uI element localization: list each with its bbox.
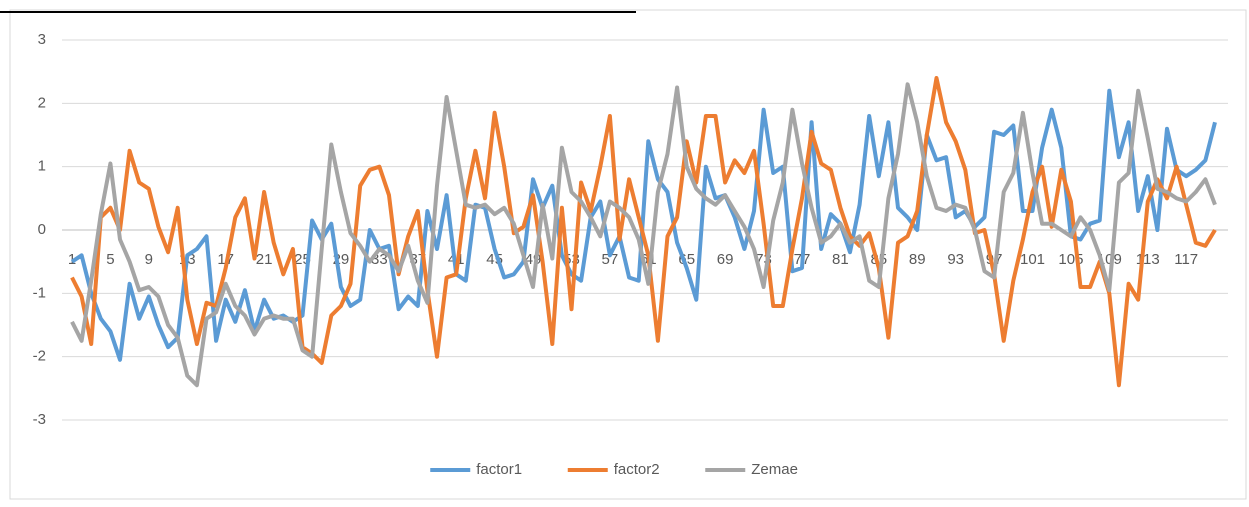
- x-tick-label: 69: [717, 251, 734, 268]
- y-tick-label: -3: [33, 411, 46, 428]
- series-line: [70, 82, 1217, 388]
- x-tick-label: 81: [832, 251, 849, 268]
- x-tick-label: 5: [106, 251, 114, 268]
- y-tick-label: 0: [38, 221, 46, 238]
- x-tick-label: 57: [602, 251, 619, 268]
- x-tick-label: 113: [1136, 251, 1160, 268]
- legend-label: factor2: [614, 461, 660, 478]
- series-line: [70, 88, 1217, 362]
- y-tick-label: -2: [33, 348, 46, 365]
- x-tick-label: 117: [1174, 251, 1198, 268]
- x-tick-label: 93: [947, 251, 964, 268]
- legend-label: Zemae: [751, 461, 798, 478]
- x-tick-label: 21: [256, 251, 273, 268]
- x-tick-label: 9: [145, 251, 153, 268]
- y-tick-label: 2: [38, 94, 46, 111]
- x-tick-label: 101: [1020, 251, 1045, 268]
- y-tick-label: 1: [38, 158, 46, 175]
- series-line: [70, 76, 1217, 388]
- y-tick-label: 3: [38, 31, 46, 48]
- y-tick-label: -1: [33, 284, 46, 301]
- chart-border: [9, 9, 1247, 500]
- x-tick-label: 89: [909, 251, 926, 268]
- legend-label: factor1: [476, 461, 522, 478]
